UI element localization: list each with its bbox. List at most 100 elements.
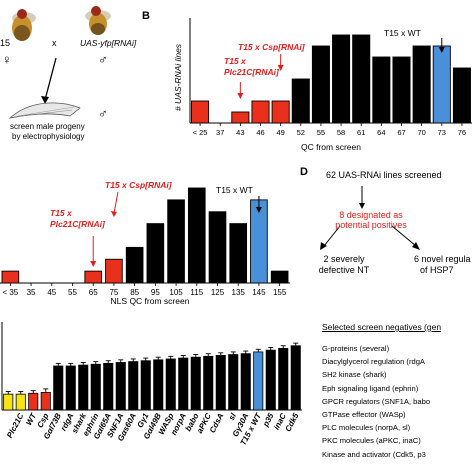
uas-yfp-label: UAS-yfp[RNAi] — [80, 38, 137, 48]
arrow-csp-icon — [113, 191, 119, 215]
histogram-bar — [412, 45, 431, 124]
negatives-item: GTPase effector (WASp) — [322, 410, 406, 420]
histogram-bar — [311, 45, 330, 124]
arrow-csp-head-icon — [110, 211, 117, 217]
histogram-bar — [332, 34, 351, 124]
arrow-wt-head-icon — [438, 47, 445, 53]
negatives-item: Eph signaling ligand (ephrin) — [322, 383, 419, 393]
histogram-bar — [270, 270, 289, 284]
arrow-down-icon — [359, 186, 365, 209]
arrow-wt-head-icon — [255, 207, 262, 213]
negatives-item: G-proteins (several) — [322, 344, 390, 353]
defective-line2: defective NT — [318, 265, 370, 275]
x-axis-label: NLS QC from screen — [111, 296, 190, 306]
arrow-down-icon — [41, 57, 57, 104]
gene-bar — [128, 361, 139, 411]
male-symbol: ♂ — [98, 52, 108, 67]
x-tick-label: 58 — [337, 128, 345, 137]
gene-tick-label: Plc21C — [5, 412, 26, 440]
x-tick-label: 125 — [211, 288, 225, 297]
y-axis-label: # UAS-RNAi lines — [173, 43, 183, 111]
histogram-bar — [146, 223, 165, 284]
negatives-heading: Selected screen negatives (gen — [322, 322, 442, 332]
gene-bar — [28, 392, 39, 411]
screen-text-line1: screen male progeny — [10, 122, 85, 131]
annot-c-plc21c: T15 x Plc21C[RNAi] — [50, 208, 105, 229]
x-tick-label: 135 — [232, 288, 246, 297]
histogram-bar — [125, 246, 144, 284]
fly-male-icon — [85, 6, 111, 35]
x-tick-label: 64 — [377, 128, 385, 137]
x-tick-label: 95 — [151, 288, 160, 297]
negatives-item: PKC molecules (aPKC, inaC) — [322, 436, 421, 446]
panel-b-letter: B — [142, 10, 150, 22]
gene-bar — [53, 365, 64, 411]
x-tick-label: 35 — [27, 288, 36, 297]
histogram-bar — [251, 100, 270, 124]
x-tick-label: < 35 — [2, 288, 18, 297]
flowchart-arrows — [320, 186, 420, 250]
gene-bar — [40, 392, 51, 411]
histogram-bar — [208, 211, 227, 284]
x-tick-label: 55 — [68, 288, 77, 297]
gene-bar — [265, 349, 276, 411]
screened-count-text: 62 UAS-RNAi lines screened — [326, 170, 442, 180]
negatives-item: PLC molecules (norpA, sl) — [322, 423, 411, 433]
novel-line2: of HSP7 — [420, 265, 454, 275]
negatives-item: GPCR regulators (SNF1A, babo — [322, 396, 431, 406]
x-tick-label: 145 — [252, 288, 266, 297]
histogram-bar — [167, 199, 185, 284]
x-tick-label: 73 — [438, 128, 446, 137]
histogram-bar — [372, 56, 391, 124]
x-tick-label: 105 — [169, 288, 183, 297]
x-tick-label: 115 — [190, 288, 203, 297]
gene-bar — [215, 355, 226, 411]
x-tick-label: 43 — [236, 128, 244, 137]
negatives-item: SH2 kinase (shark) — [322, 370, 387, 380]
gene-bar — [178, 357, 189, 411]
gene-bar — [203, 355, 214, 411]
histogram-bar — [187, 187, 206, 284]
fly-female-icon — [12, 9, 36, 41]
female-symbol: ♀ — [2, 52, 12, 67]
gene-bar — [253, 351, 264, 411]
gene-bar — [153, 359, 164, 411]
panel-d-letter: D — [300, 166, 308, 178]
x-tick-label: 67 — [397, 128, 405, 137]
histogram-bar — [105, 258, 123, 284]
novel-line1: 6 novel regula — [414, 254, 471, 264]
progeny-male-symbol: ♂ — [98, 106, 108, 121]
histogram-bar — [231, 111, 250, 124]
annot-wt: T15 x WT — [384, 28, 421, 38]
screen-text-line2: by electrophysiology — [12, 132, 85, 141]
x-tick-label: 49 — [276, 128, 284, 137]
histogram-bar — [392, 56, 411, 124]
x-tick-label: 61 — [357, 128, 365, 137]
gene-tick-label: Cdk5 — [283, 411, 300, 433]
t15-label: 15 — [0, 38, 11, 48]
arrow-right-down-icon — [391, 225, 420, 250]
annot-plc21c: T15 x Plc21C[RNAi] — [224, 56, 279, 77]
annot-csp: T15 x Csp[RNAi] — [238, 42, 305, 52]
gene-bar — [90, 363, 101, 411]
annot-c-csp: T15 x Csp[RNAi] — [105, 180, 172, 190]
negatives-list: G-proteins (several) Diacylglycerol regu… — [322, 342, 430, 461]
gene-tick-label: sl — [227, 411, 238, 422]
cross-symbol: x — [52, 38, 57, 48]
x-tick-label: 52 — [297, 128, 305, 137]
larva-prep-icon — [8, 102, 81, 119]
histogram-bar — [291, 78, 310, 124]
histogram-bar — [432, 45, 451, 124]
gene-bar — [165, 358, 176, 411]
x-tick-label: 46 — [256, 128, 264, 137]
histogram-bar — [229, 223, 248, 284]
histogram-bar — [352, 34, 371, 124]
x-tick-label: 45 — [47, 288, 56, 297]
annot-c-wt: T15 x WT — [216, 185, 253, 195]
gene-bar — [228, 354, 239, 411]
gene-bar-chart: Plc21CWTCspGαl73BrdgAsharkephrinGαl65ASN… — [1, 322, 302, 447]
gene-bar — [290, 345, 301, 411]
gene-bar — [240, 353, 251, 411]
histogram-bar — [191, 100, 210, 124]
x-tick-label: 65 — [89, 288, 98, 297]
